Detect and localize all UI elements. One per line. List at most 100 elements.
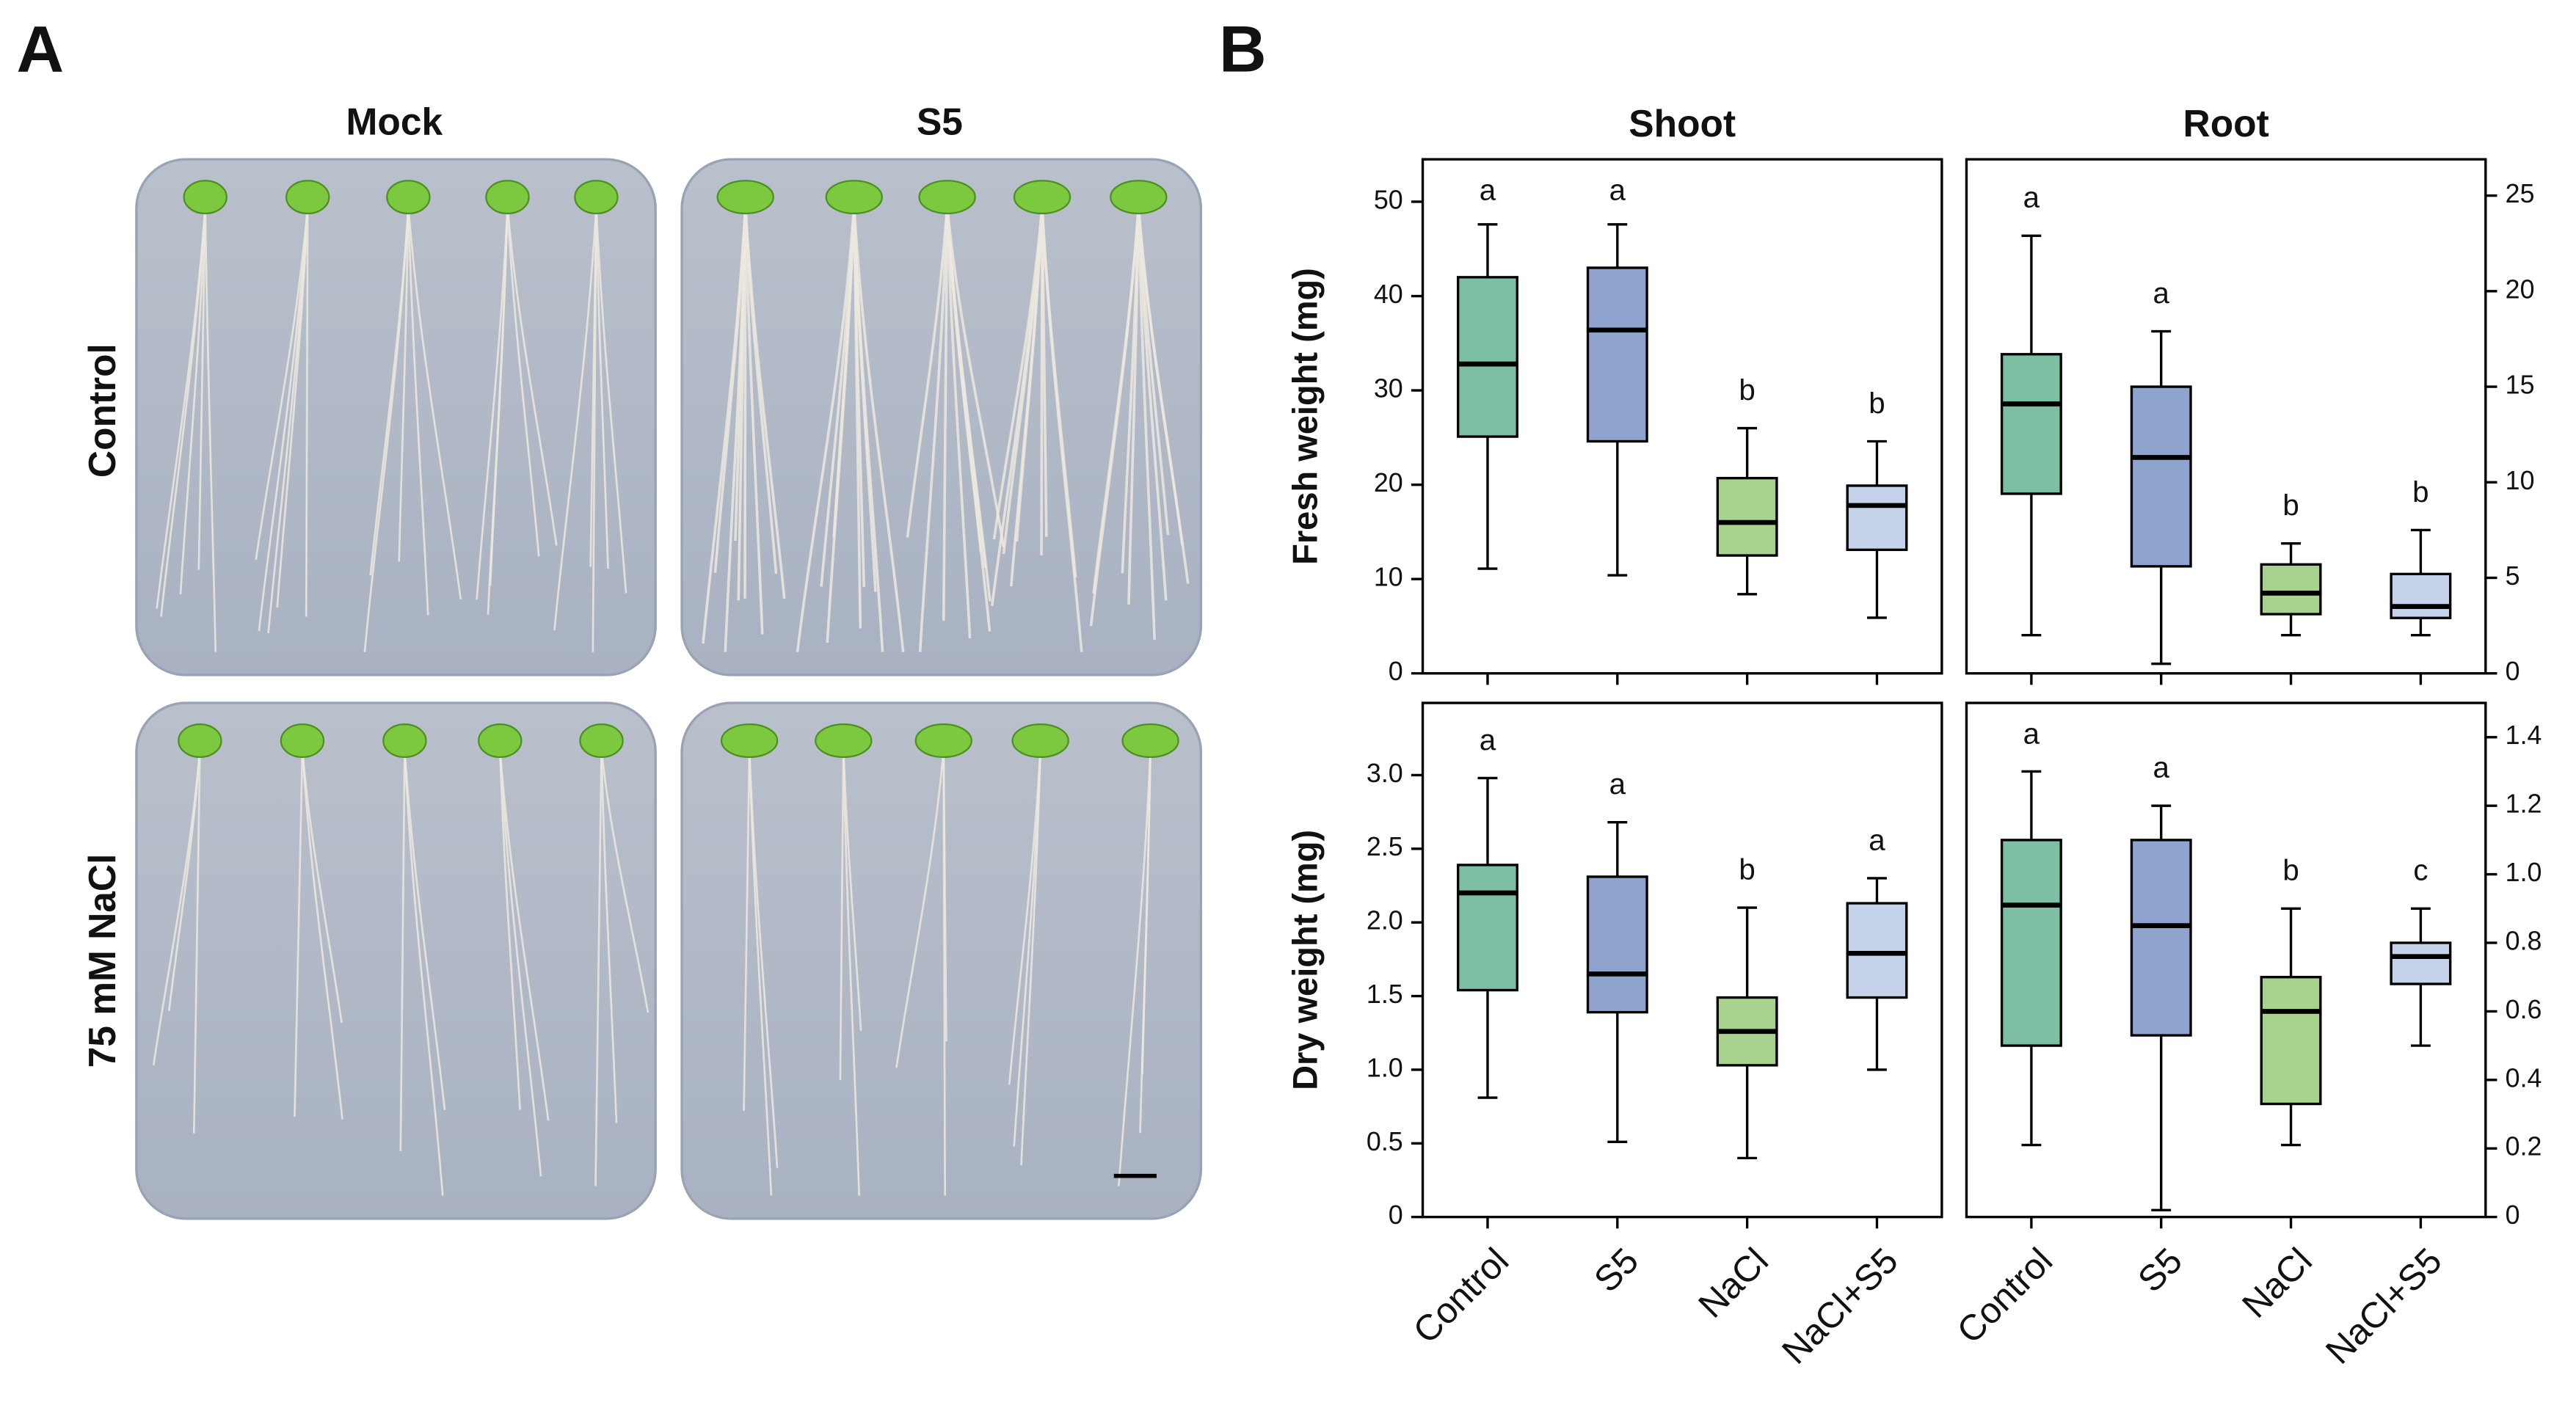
seedling bbox=[183, 180, 228, 215]
root bbox=[748, 748, 773, 1196]
root bbox=[498, 748, 542, 1177]
significance-letter: a bbox=[1609, 767, 1626, 800]
y-tick-label: 0 bbox=[1389, 1200, 1403, 1230]
root bbox=[294, 748, 304, 1117]
root bbox=[476, 205, 509, 600]
root bbox=[743, 748, 751, 1111]
root bbox=[589, 205, 597, 567]
root bbox=[407, 205, 429, 616]
root bbox=[1040, 205, 1044, 555]
significance-letter: a bbox=[1480, 723, 1496, 756]
box bbox=[1586, 266, 1648, 443]
plate bbox=[135, 701, 657, 1220]
root bbox=[489, 205, 509, 586]
x-tick-label: NaCl+S5 bbox=[2318, 1240, 2450, 1371]
plate bbox=[680, 701, 1203, 1220]
seedling bbox=[386, 180, 431, 215]
seedling bbox=[1121, 723, 1179, 759]
y-tick-label: 20 bbox=[2506, 274, 2535, 304]
root bbox=[600, 748, 618, 1123]
root bbox=[918, 205, 949, 652]
root bbox=[796, 205, 856, 652]
box bbox=[1846, 484, 1908, 552]
root bbox=[839, 748, 845, 1081]
seedling bbox=[1013, 180, 1071, 215]
root bbox=[1092, 205, 1140, 594]
significance-letter: b bbox=[1739, 373, 1755, 406]
root bbox=[498, 748, 550, 1121]
seedling bbox=[285, 180, 330, 215]
root bbox=[506, 205, 540, 557]
y-tick-label: 50 bbox=[1374, 185, 1403, 214]
x-tick-label: S5 bbox=[1587, 1240, 1646, 1299]
root bbox=[369, 205, 410, 576]
root bbox=[192, 748, 201, 1134]
significance-letter: a bbox=[1609, 174, 1626, 207]
x-tick-label: S5 bbox=[2131, 1240, 2190, 1299]
root bbox=[826, 205, 856, 643]
seedling bbox=[579, 723, 624, 759]
root bbox=[179, 205, 207, 595]
significance-letter: b bbox=[2282, 489, 2299, 522]
box bbox=[1716, 476, 1778, 557]
significance-letter: a bbox=[1869, 823, 1885, 856]
root bbox=[842, 748, 860, 1196]
root bbox=[942, 205, 949, 621]
root bbox=[1118, 748, 1151, 1186]
root bbox=[1141, 748, 1151, 1075]
box bbox=[2260, 976, 2322, 1106]
root bbox=[945, 205, 987, 568]
root bbox=[895, 748, 945, 1068]
x-tick-label: NaCl+S5 bbox=[1775, 1240, 1906, 1371]
row-label: Control bbox=[81, 343, 123, 478]
y-tick-label: 30 bbox=[1374, 374, 1403, 404]
box bbox=[2260, 563, 2322, 616]
root bbox=[399, 748, 406, 1151]
root bbox=[301, 748, 343, 1024]
root bbox=[594, 748, 603, 1186]
y-tick-label: 0 bbox=[2506, 1200, 2520, 1230]
root bbox=[1041, 205, 1077, 578]
root bbox=[204, 205, 217, 652]
significance-letter: c bbox=[2413, 854, 2428, 887]
root bbox=[553, 205, 597, 631]
y-tick-label: 0.8 bbox=[2506, 926, 2542, 955]
y-tick-label: 0.6 bbox=[2506, 995, 2542, 1024]
y-axis-label: Fresh weight (mg) bbox=[1285, 268, 1324, 565]
y-tick-label: 25 bbox=[2506, 179, 2535, 208]
root bbox=[942, 748, 946, 1196]
box bbox=[2130, 385, 2192, 568]
y-tick-label: 0 bbox=[1389, 657, 1403, 686]
seedling bbox=[485, 180, 530, 215]
y-tick-label: 0.2 bbox=[2506, 1132, 2542, 1161]
plot-frame bbox=[1421, 701, 1943, 1219]
y-tick-label: 10 bbox=[2506, 466, 2535, 495]
root bbox=[1121, 205, 1140, 574]
root bbox=[842, 748, 862, 1031]
row-label: 75 mM NaCl bbox=[81, 854, 123, 1068]
plot-frame bbox=[1421, 158, 1943, 675]
significance-letter: a bbox=[2023, 181, 2040, 214]
root bbox=[404, 748, 444, 1196]
root bbox=[852, 205, 865, 588]
root bbox=[506, 205, 558, 546]
plot-frame bbox=[1965, 701, 2487, 1219]
root bbox=[702, 205, 747, 644]
root bbox=[595, 205, 627, 594]
root bbox=[1137, 205, 1184, 546]
root bbox=[743, 205, 764, 635]
root bbox=[595, 205, 609, 569]
root bbox=[398, 205, 410, 562]
root bbox=[498, 748, 521, 1110]
root bbox=[945, 205, 1005, 547]
root bbox=[1002, 205, 1044, 555]
y-tick-label: 1.0 bbox=[2506, 858, 2542, 887]
y-tick-label: 1.5 bbox=[1367, 980, 1403, 1009]
seedling bbox=[1110, 180, 1168, 215]
significance-letter: b bbox=[1739, 853, 1755, 886]
x-tick-label: NaCl bbox=[2235, 1240, 2320, 1325]
root bbox=[945, 205, 972, 639]
